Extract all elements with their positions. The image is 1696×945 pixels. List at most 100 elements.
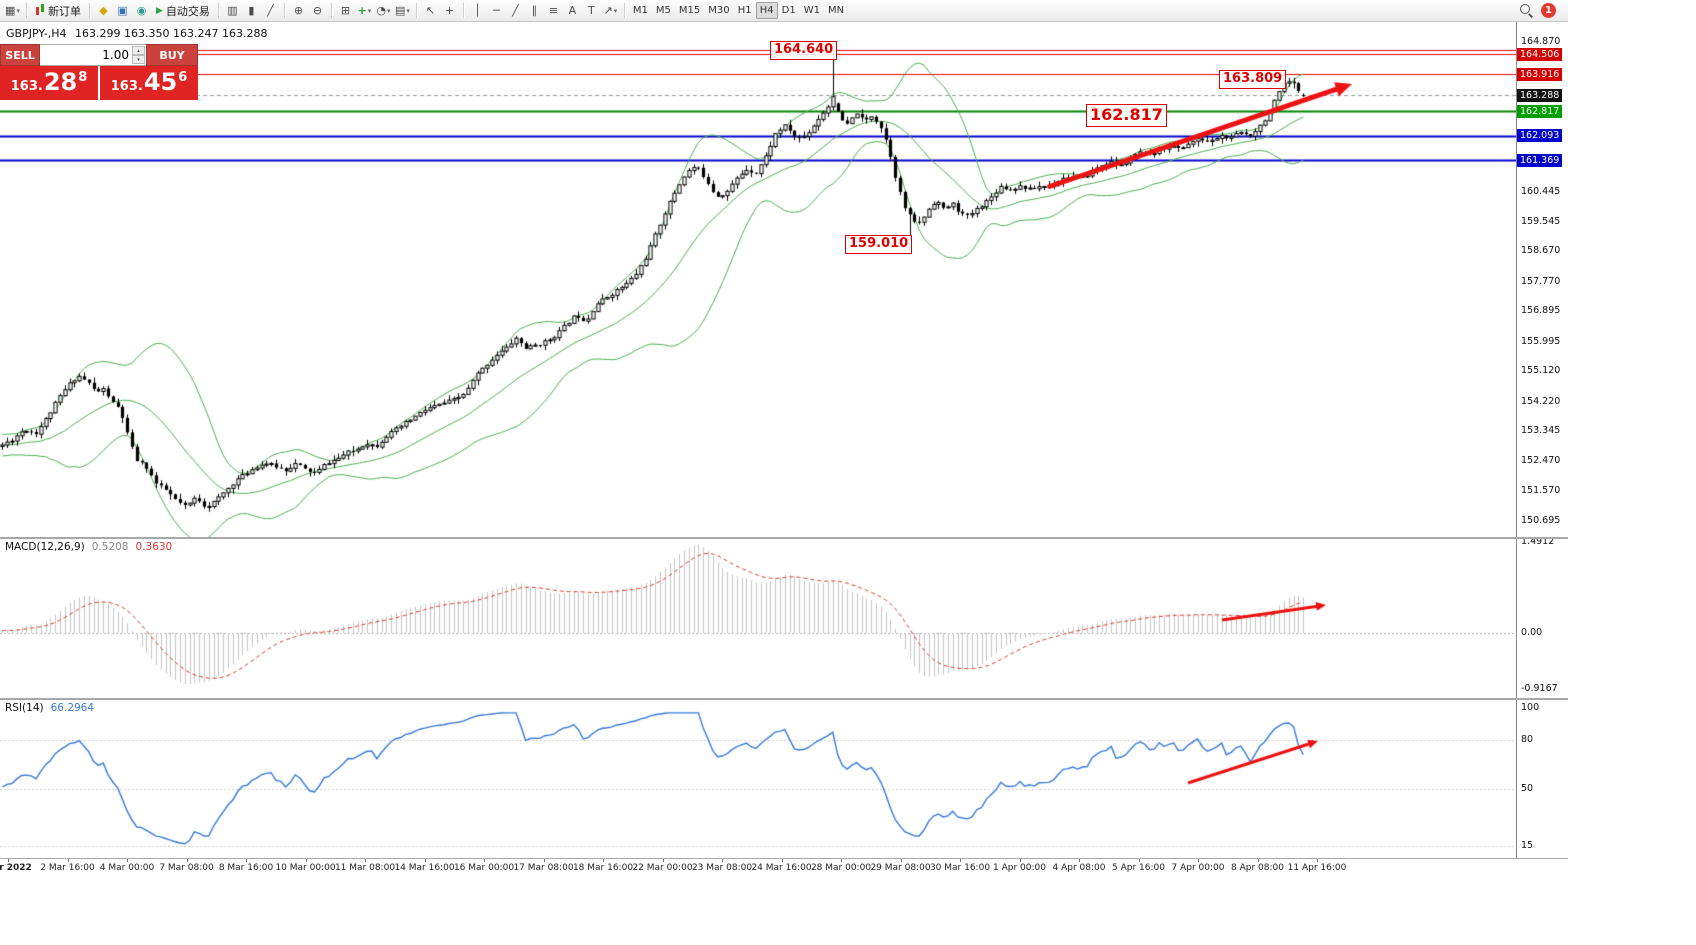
crosshair-icon-glyph: + xyxy=(444,4,455,17)
toolbar-separator xyxy=(283,3,285,18)
time-label: 5 Apr 16:00 xyxy=(1112,863,1165,873)
tile-windows-icon[interactable]: ⊞ xyxy=(336,2,355,20)
volume-input[interactable] xyxy=(40,47,146,63)
price-annotation[interactable]: 159.010 xyxy=(845,235,913,254)
quick-tools-group: ◆ ▣ ◉ xyxy=(94,2,151,20)
price-annotation[interactable]: 163.809 xyxy=(1219,70,1287,89)
macd-header: MACD(12,26,9) 0.5208 0.3630 xyxy=(5,541,172,553)
sell-price-box[interactable]: 163. 28 8 xyxy=(0,66,98,100)
macd-scale-label: 1.4912 xyxy=(1521,536,1555,547)
price-tick: 157.770 xyxy=(1521,275,1561,287)
price-label: 163.288 xyxy=(1517,88,1563,102)
autotrading-button[interactable]: ▶ 自动交易 xyxy=(152,2,214,20)
timeframe-m5[interactable]: M5 xyxy=(652,2,675,19)
sell-button[interactable]: SELL xyxy=(0,44,40,66)
volume-down-button[interactable]: ▾ xyxy=(132,55,145,64)
timeframe-m30[interactable]: M30 xyxy=(704,2,733,19)
strategy-tester-icon[interactable]: ◉ xyxy=(132,2,151,20)
panel-splitter[interactable] xyxy=(0,858,1568,859)
price-tick: 156.895 xyxy=(1521,305,1561,317)
timeframe-h1[interactable]: H1 xyxy=(734,2,756,19)
price-tick: 155.120 xyxy=(1521,365,1561,377)
price-label: 162.093 xyxy=(1517,129,1563,143)
panel-splitter[interactable] xyxy=(0,537,1568,539)
time-tick xyxy=(960,859,961,862)
time-tick xyxy=(484,859,485,862)
time-label: 23 Mar 08:00 xyxy=(691,863,753,873)
candlestick-chart-icon[interactable]: ▮ xyxy=(242,2,261,20)
buy-price-point: 6 xyxy=(178,70,188,85)
periods-icon[interactable]: ◔ ▾ xyxy=(374,2,393,20)
price-annotation[interactable]: 162.817 xyxy=(1086,104,1167,127)
price-label: 164.506 xyxy=(1517,47,1563,61)
time-tick xyxy=(841,859,842,862)
price-tick: 158.670 xyxy=(1521,245,1561,257)
time-tick xyxy=(306,859,307,862)
time-label: 2 Mar 16:00 xyxy=(40,863,95,873)
metaeditor-icon[interactable]: ◆ xyxy=(94,2,113,20)
tile-windows-icon-glyph: ⊞ xyxy=(340,4,351,17)
price-tick: 164.870 xyxy=(1521,36,1561,47)
periods-icon-glyph: ◔ xyxy=(376,4,386,17)
timeframe-h4[interactable]: H4 xyxy=(755,2,778,19)
line-chart-icon[interactable]: ╱ xyxy=(261,2,280,20)
templates-icon[interactable]: ▤ ▾ xyxy=(393,2,412,20)
terminal-icon[interactable]: ▣ xyxy=(113,2,132,20)
buy-button[interactable]: BUY xyxy=(146,44,198,66)
macd-indicator-canvas[interactable] xyxy=(0,539,1516,698)
time-label: 8 Apr 08:00 xyxy=(1231,863,1284,873)
time-label: 28 Mar 00:00 xyxy=(810,863,872,873)
timeframe-m15[interactable]: M15 xyxy=(675,2,704,19)
buy-price-box[interactable]: 163. 45 6 xyxy=(100,66,198,100)
indicators-icon[interactable]: + ▾ xyxy=(355,2,374,20)
panel-splitter[interactable] xyxy=(0,698,1568,700)
zoom-in-icon[interactable]: ⊕ xyxy=(289,2,308,20)
chevron-down-icon: ▾ xyxy=(613,6,618,15)
crosshair-icon[interactable]: + xyxy=(440,2,459,20)
timeframe-d1[interactable]: D1 xyxy=(778,2,800,19)
search-icon[interactable] xyxy=(1519,3,1534,18)
time-label: 29 Mar 08:00 xyxy=(870,863,931,873)
time-tick xyxy=(425,859,426,862)
sell-price-point: 8 xyxy=(78,70,88,85)
new-order-button[interactable]: 新订单 xyxy=(31,2,85,20)
vertical-line-icon[interactable]: │ xyxy=(468,2,487,20)
buy-price-pips: 45 xyxy=(143,68,178,96)
zoom-out-icon[interactable]: ⊖ xyxy=(308,2,327,20)
new-chart-icon[interactable]: ▦ ▾ xyxy=(3,2,22,20)
price-annotation[interactable]: 164.640 xyxy=(770,41,838,60)
text-icon[interactable]: A xyxy=(563,2,582,20)
bar-chart-icon[interactable]: ▥ xyxy=(223,2,242,20)
volume-box: ▴ ▾ xyxy=(40,44,146,66)
time-label: 7 Apr 00:00 xyxy=(1171,863,1225,873)
notification-badge[interactable]: 1 xyxy=(1541,3,1556,18)
toolbar-separator xyxy=(462,3,464,18)
volume-up-button[interactable]: ▴ xyxy=(132,46,145,55)
time-label: Mar 2022 xyxy=(0,863,32,873)
timeframe-w1[interactable]: W1 xyxy=(800,2,824,19)
time-axis[interactable]: Mar 2022 2 Mar 16:00 4 Mar 00:00 7 Mar 08:0… xyxy=(0,859,1568,876)
time-tick xyxy=(1139,859,1140,862)
shapes-icon[interactable]: ↗ ▾ xyxy=(601,2,620,20)
time-label: 4 Mar 00:00 xyxy=(99,863,155,873)
symbol-period-label: GBPJPY-,H4 xyxy=(6,27,67,40)
fibonacci-icon[interactable]: ≡ xyxy=(544,2,563,20)
label-icon[interactable]: T xyxy=(582,2,601,20)
time-tick xyxy=(544,859,545,862)
horizontal-line-icon[interactable]: ─ xyxy=(487,2,506,20)
sell-price-pips: 28 xyxy=(43,68,78,96)
timeframe-mn[interactable]: MN xyxy=(824,2,848,19)
volume-spinner: ▴ ▾ xyxy=(132,46,145,64)
trendline-icon[interactable]: ╱ xyxy=(506,2,525,20)
cursor-icon[interactable]: ↖ xyxy=(421,2,440,20)
time-label: 24 Mar 16:00 xyxy=(751,863,812,873)
channel-icon[interactable]: ∥ xyxy=(525,2,544,20)
rsi-indicator-canvas[interactable] xyxy=(0,700,1516,858)
time-label: 11 Apr 16:00 xyxy=(1287,863,1347,873)
price-chart-canvas[interactable] xyxy=(0,22,1516,537)
price-axis[interactable]: 164.870 160.445 159.545 158.670 157.770 156.8… xyxy=(1516,22,1568,876)
price-tick: 159.545 xyxy=(1521,215,1561,227)
macd-main-value: 0.5208 xyxy=(91,541,129,553)
timeframe-m1[interactable]: M1 xyxy=(629,2,652,19)
cursor-tools-group: ↖ + xyxy=(421,2,459,20)
